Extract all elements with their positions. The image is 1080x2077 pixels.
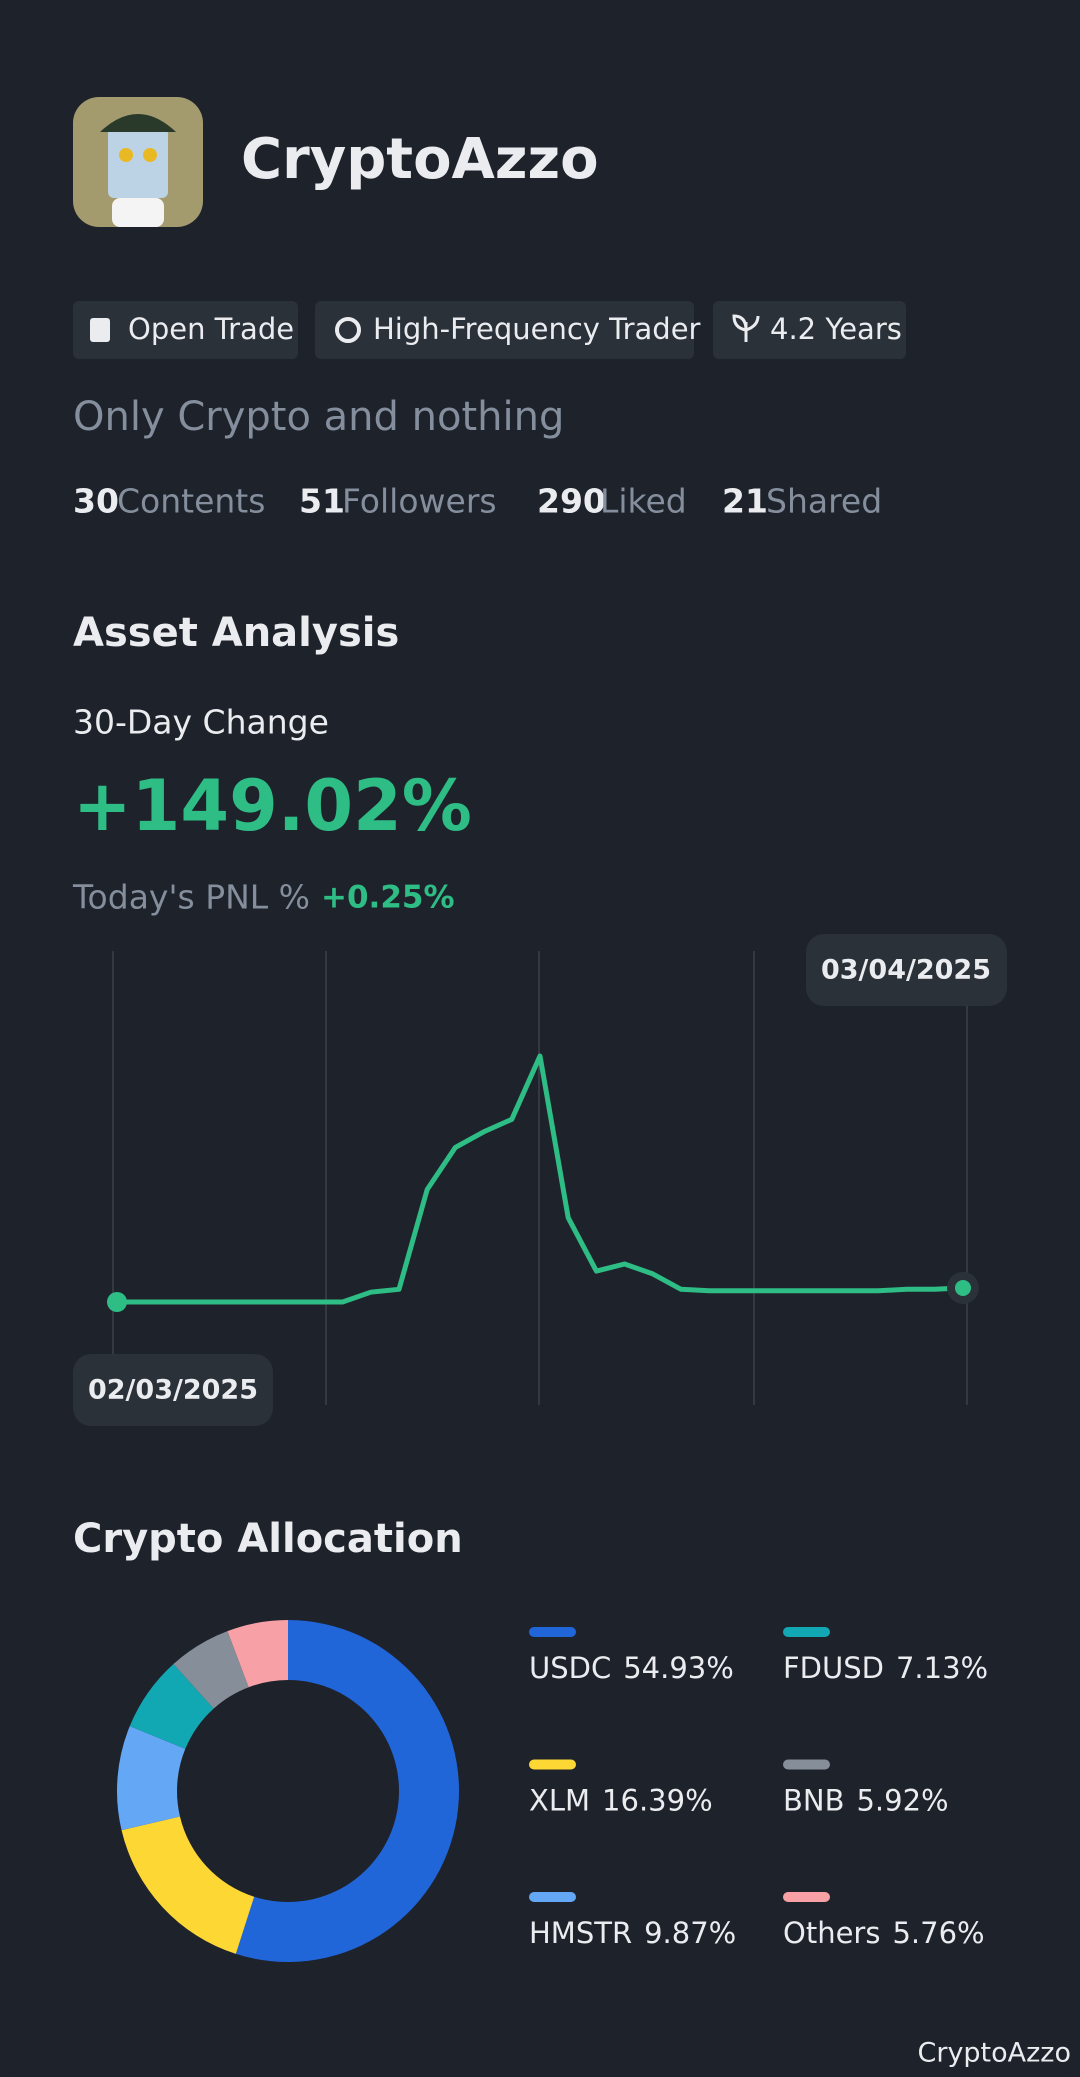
tag-icon xyxy=(335,317,361,343)
chart-grid xyxy=(112,951,968,1405)
donut-slice xyxy=(227,1620,288,1688)
line-chart xyxy=(107,1053,979,1312)
stat-value: 290 xyxy=(537,482,606,521)
section-title: Crypto Allocation xyxy=(73,1516,463,1562)
pnl-value: +0.25% xyxy=(321,880,455,916)
tag: 4.2 Years xyxy=(770,312,902,346)
end-dot xyxy=(955,1279,971,1296)
legend-swatch xyxy=(529,1892,576,1902)
donut-slice xyxy=(117,1726,186,1831)
legend-label: Others xyxy=(783,1916,880,1950)
legend-label: HMSTR xyxy=(529,1916,632,1950)
change-value: +149.02% xyxy=(73,765,472,847)
pnl-label: Today's PNL % xyxy=(72,878,310,917)
legend-value: 5.76% xyxy=(892,1916,984,1950)
tag-bg xyxy=(315,301,694,359)
stat-label: Contents xyxy=(117,482,265,521)
legend-value: 54.93% xyxy=(623,1651,734,1685)
change-label: 30-Day Change xyxy=(73,703,329,742)
stat-value: 21 xyxy=(722,482,768,521)
end-date: 03/04/2025 xyxy=(821,955,991,986)
avatar-face xyxy=(108,128,168,198)
stat-label: Followers xyxy=(342,482,497,521)
donut-slice xyxy=(235,1620,460,1962)
stat-label: Liked xyxy=(600,482,687,521)
avatar-hat xyxy=(100,114,176,132)
legend-value: 7.13% xyxy=(896,1651,988,1685)
avatar-eye xyxy=(119,148,133,162)
stat-label: Shared xyxy=(766,482,882,521)
legend-label: USDC xyxy=(529,1651,611,1685)
legend-label: FDUSD xyxy=(783,1651,884,1685)
tag: High-Frequency Trader xyxy=(373,312,701,346)
avatar-shirt xyxy=(112,198,164,227)
bio: Only Crypto and nothing xyxy=(73,394,564,440)
avatar-eye xyxy=(143,148,157,162)
price-line xyxy=(117,1053,964,1305)
legend-label: XLM xyxy=(529,1784,590,1818)
start-date: 02/03/2025 xyxy=(88,1375,258,1406)
footer-brand: CryptoAzzo xyxy=(917,2038,1071,2069)
legend-value: 16.39% xyxy=(602,1784,713,1818)
tag-bg xyxy=(73,301,298,359)
legend-value: 9.87% xyxy=(644,1916,736,1950)
donut-slice xyxy=(173,1631,249,1709)
tooltip-bg xyxy=(806,934,1007,1006)
donut-slice xyxy=(121,1816,255,1954)
legend-swatch xyxy=(529,1759,576,1770)
legend-swatch xyxy=(783,1627,830,1637)
legend-swatch xyxy=(783,1892,830,1902)
section-title: Asset Analysis xyxy=(73,610,399,656)
stat-value: 51 xyxy=(299,482,345,521)
legend-value: 5.92% xyxy=(856,1784,948,1818)
tag-icon xyxy=(732,314,760,342)
legend-swatch xyxy=(783,1759,830,1770)
tag-icon xyxy=(90,318,110,342)
donut-slice xyxy=(129,1664,214,1749)
legend-swatch xyxy=(529,1627,576,1637)
avatar[interactable] xyxy=(73,97,203,227)
tag-bg xyxy=(713,301,906,359)
start-dot xyxy=(107,1292,127,1312)
tag: Open Trade xyxy=(128,312,294,346)
legend-label: BNB xyxy=(783,1784,844,1818)
donut-chart: USDC 54.93% XLM 16.39% HMSTR 9.87% FDUSD 7.13% B… xyxy=(117,1620,988,1962)
stat-value: 30 xyxy=(73,482,119,521)
tooltip-bg xyxy=(73,1354,273,1426)
username: CryptoAzzo xyxy=(241,127,599,192)
